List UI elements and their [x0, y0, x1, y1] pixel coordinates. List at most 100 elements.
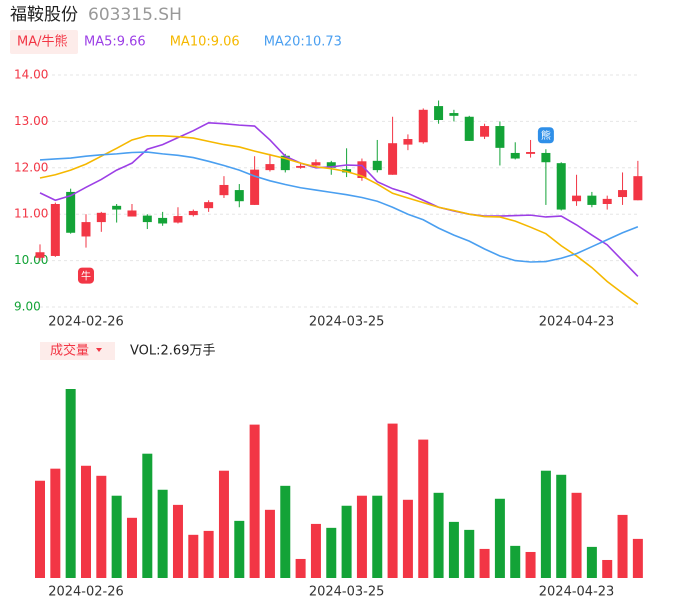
x-tick-label: 2024-03-25 [309, 315, 385, 330]
volume-bar [341, 505, 352, 578]
candle-body [587, 195, 597, 205]
volume-bar [402, 499, 413, 578]
volume-bar [295, 558, 306, 578]
volume-bar [571, 492, 582, 578]
volume-bar [35, 480, 45, 578]
candle-body [173, 216, 183, 223]
candle-body [602, 198, 612, 204]
candle-body [510, 152, 520, 159]
candle-body [280, 155, 290, 171]
candle-body [127, 210, 137, 217]
candle-body [188, 210, 198, 216]
volume-bar [203, 530, 214, 578]
y-tick-label: 14.00 [14, 68, 48, 82]
volume-button[interactable]: 成交量 [50, 343, 89, 359]
candle-body [480, 126, 490, 137]
candle-body [372, 160, 382, 171]
volume-bar [387, 423, 398, 578]
volume-bar [264, 509, 275, 578]
volume-bar [418, 439, 429, 578]
volume-bar [96, 475, 107, 578]
candle-body [112, 205, 122, 210]
volume-bar [249, 424, 260, 578]
volume-bar [234, 520, 245, 578]
candle-body [265, 164, 275, 171]
y-tick-label: 13.00 [14, 114, 48, 128]
volume-bar [280, 485, 291, 578]
y-tick-label: 11.00 [14, 207, 48, 221]
candle-body [388, 143, 398, 175]
candle-body [96, 212, 106, 223]
candle-body [526, 152, 536, 154]
legend-entry: MA10:9.06 [170, 35, 240, 50]
candle-body [158, 217, 168, 224]
candle-body [250, 169, 260, 205]
volume-bar [602, 559, 613, 578]
candle-body [296, 165, 306, 168]
volume-label: VOL:2.69万手 [130, 344, 215, 359]
candle-body [572, 195, 582, 202]
indicator-button-bg[interactable] [10, 30, 78, 54]
volume-bar [111, 495, 122, 578]
legend-entry: MA20:10.73 [264, 35, 342, 50]
volume-bar [586, 546, 597, 578]
signal-label: 牛 [81, 270, 91, 283]
x-tick-label: 2024-02-26 [48, 315, 124, 330]
volume-bar [510, 545, 521, 578]
x-tick-label: 2024-02-26 [48, 585, 124, 600]
volume-bar [65, 389, 76, 578]
candle-body [326, 162, 336, 168]
stock-code: 603315.SH [88, 5, 182, 25]
ma-line [39, 134, 639, 305]
volume-bar [433, 492, 444, 578]
x-tick-label: 2024-03-25 [309, 585, 385, 600]
candle-body [418, 109, 428, 143]
candle-body [234, 190, 244, 202]
volume-bar [326, 527, 337, 578]
indicator-button[interactable]: MA/牛熊 [17, 34, 68, 50]
volume-bar [479, 548, 490, 578]
volume-bar [632, 538, 643, 578]
volume-bar [50, 468, 61, 578]
volume-bar [126, 517, 137, 578]
volume-bar [448, 521, 459, 578]
candle-body [434, 106, 444, 121]
volume-bar [540, 470, 551, 578]
ma-line [39, 151, 639, 263]
candle-body [81, 222, 91, 237]
candle-body [633, 176, 643, 201]
volume-bar [218, 470, 229, 578]
volume-bar [525, 551, 536, 578]
candle-body [403, 139, 413, 145]
volume-bar [356, 495, 367, 578]
candle-body [204, 202, 214, 209]
volume-bar [157, 489, 168, 578]
volume-bar [310, 523, 321, 578]
candle-body [464, 116, 474, 141]
volume-bar [494, 498, 505, 578]
volume-bar [372, 495, 383, 578]
x-tick-label: 2024-04-23 [539, 585, 615, 600]
candle-body [50, 203, 60, 256]
signal-icon [537, 127, 554, 144]
candle-body [219, 184, 229, 196]
candle-body [449, 113, 459, 116]
candle-body [66, 191, 76, 233]
candle-body [618, 190, 628, 198]
candle-body [35, 252, 45, 258]
volume-bar [80, 465, 91, 578]
candle-body [541, 152, 551, 163]
candle-body [311, 162, 321, 166]
candle-body [556, 163, 566, 210]
volume-bar [142, 453, 153, 578]
volume-bar [464, 529, 475, 578]
volume-bar [172, 504, 183, 578]
volume-bar [617, 514, 628, 578]
signal-icon [77, 267, 94, 284]
volume-button-bg[interactable] [40, 342, 115, 360]
candle-body [357, 161, 367, 179]
x-tick-label: 2024-04-23 [539, 315, 615, 330]
stock-name: 福鞍股份 [10, 5, 78, 25]
candle-body [142, 215, 152, 223]
signal-label: 熊 [541, 129, 551, 142]
